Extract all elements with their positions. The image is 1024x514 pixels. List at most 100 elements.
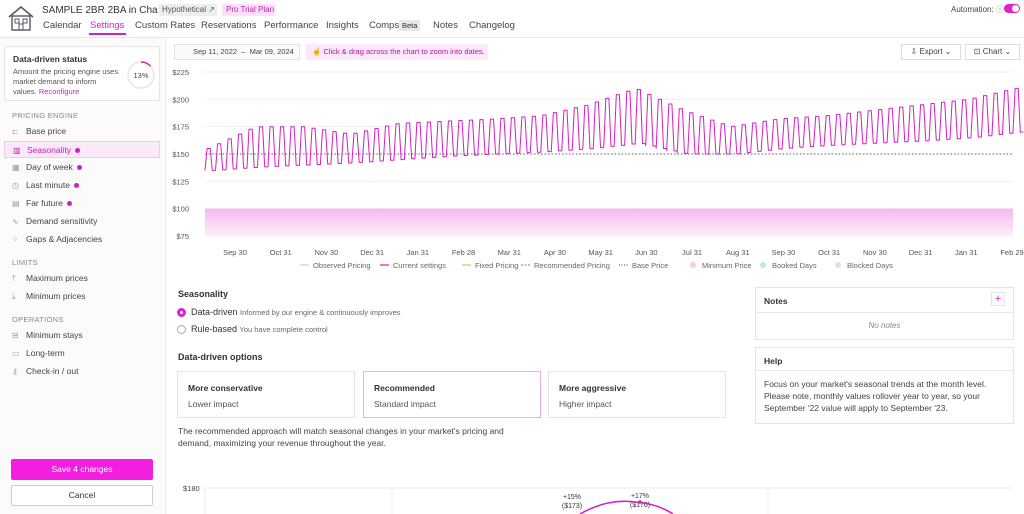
help-title: Help bbox=[764, 356, 783, 366]
external-link-icon: ↗ bbox=[208, 5, 215, 14]
tab-changelog[interactable]: Changelog bbox=[469, 20, 515, 31]
beta-badge: Beta bbox=[399, 20, 421, 31]
tab-performance[interactable]: Performance bbox=[264, 20, 319, 31]
seasonality-chart[interactable]: $180 +15% ($173) +17% ($176) bbox=[168, 478, 1024, 514]
x-tick-label: Jun 30 bbox=[635, 248, 658, 257]
legend-label: Observed Pricing bbox=[313, 261, 371, 270]
sidebar-item-last-minute[interactable]: ◷ Last minute bbox=[4, 177, 160, 194]
status-title: Data-driven status bbox=[13, 54, 88, 64]
export-button[interactable]: ⇩ Export ⌄ bbox=[901, 44, 961, 60]
changed-dot bbox=[76, 165, 82, 171]
current-settings-series bbox=[204, 87, 1024, 171]
option-rule-based[interactable]: Rule-based You have complete control bbox=[191, 324, 328, 334]
annotation-price: ($173) bbox=[562, 503, 582, 510]
y-tick-label: $225 bbox=[172, 68, 189, 77]
sidebar-item-long-term[interactable]: ▭ Long-term bbox=[12, 348, 65, 358]
hypothetical-badge[interactable]: Hypothetical ↗ bbox=[158, 4, 217, 16]
x-axis: Sep 30 Oct 31 Nov 30 Dec 31 Jan 31 Feb 28 Mar … bbox=[223, 248, 1024, 257]
reconfigure-link[interactable]: Reconfigure bbox=[38, 87, 80, 96]
card-recommended[interactable]: Recommended Standard impact bbox=[363, 371, 541, 418]
x-tick-label: Feb 29 bbox=[1000, 248, 1023, 257]
status-percent: 13% bbox=[133, 71, 148, 80]
legend-swatch bbox=[835, 262, 841, 268]
legend-swatch bbox=[760, 262, 766, 268]
chevron-down-icon: ⌄ bbox=[944, 47, 952, 56]
radio-rule-based[interactable] bbox=[177, 325, 186, 334]
calendar-long-icon: ▭ bbox=[12, 349, 20, 358]
x-tick-label: Jul 31 bbox=[682, 248, 702, 257]
legend-label: Recommended Pricing bbox=[534, 261, 610, 270]
chart-view-button[interactable]: ⊡ Chart ⌄ bbox=[965, 44, 1020, 60]
data-driven-options-title: Data-driven options bbox=[178, 352, 263, 362]
save-changes-button[interactable]: Save 4 changes bbox=[11, 459, 153, 480]
card-subtitle: Standard impact bbox=[374, 399, 436, 409]
tab-insights[interactable]: Insights bbox=[326, 20, 359, 31]
section-pricing-engine: PRICING ENGINE bbox=[12, 111, 79, 120]
info-icon: ⓘ bbox=[995, 5, 1004, 14]
active-tab-indicator bbox=[89, 33, 126, 35]
x-tick-label: Oct 31 bbox=[818, 248, 840, 257]
plan-badge[interactable]: Pro Trial Plan bbox=[222, 4, 275, 16]
automation-label: Automation: ⓘ bbox=[951, 5, 1004, 14]
sidebar-item-minimum-prices[interactable]: ⤓ Minimum prices bbox=[12, 291, 86, 301]
sidebar-item-gaps[interactable]: ⁘ Gaps & Adjacencies bbox=[12, 234, 103, 244]
legend-label: Blocked Days bbox=[847, 261, 893, 270]
sidebar-item-far-future[interactable]: ▤ Far future bbox=[4, 195, 160, 212]
curve-point bbox=[638, 500, 642, 504]
tab-calendar[interactable]: Calendar bbox=[43, 20, 82, 31]
notes-panel: Notes + No notes bbox=[755, 287, 1014, 340]
x-tick-label: Feb 28 bbox=[452, 248, 475, 257]
legend-label: Minimum Price bbox=[702, 261, 752, 270]
y-tick-label: $75 bbox=[176, 232, 189, 241]
annotation-pct: +17% bbox=[631, 493, 649, 500]
card-more-conservative[interactable]: More conservative Lower impact bbox=[177, 371, 355, 418]
zoom-hint: ☝ Click & drag across the chart to zoom … bbox=[306, 44, 488, 60]
tab-reservations[interactable]: Reservations bbox=[201, 20, 257, 31]
y-tick-label: $175 bbox=[172, 123, 189, 132]
help-panel: Help Focus on your market's seasonal tre… bbox=[755, 347, 1014, 424]
sidebar-item-seasonality[interactable]: ▥ Seasonality bbox=[4, 141, 160, 158]
chart-icon: ⊡ bbox=[973, 47, 981, 56]
status-description: Amount the pricing engine uses market de… bbox=[13, 67, 119, 96]
sidebar-item-minimum-stays[interactable]: ⊟ Minimum stays bbox=[12, 330, 83, 340]
divider bbox=[756, 370, 1013, 371]
x-tick-label: Oct 31 bbox=[270, 248, 292, 257]
changed-dot bbox=[66, 201, 72, 207]
card-title: More conservative bbox=[188, 383, 263, 393]
status-percent-ring: 13% bbox=[127, 61, 155, 89]
option-data-driven[interactable]: Data-driven Informed by our engine & con… bbox=[191, 307, 401, 317]
tab-custom-rates[interactable]: Custom Rates bbox=[135, 20, 196, 31]
x-tick-label: Jan 31 bbox=[955, 248, 978, 257]
changed-dot bbox=[73, 183, 79, 189]
x-tick-label: May 31 bbox=[588, 248, 613, 257]
section-limits: LIMITS bbox=[12, 258, 38, 267]
tag-icon: ⊏ bbox=[12, 127, 19, 136]
x-tick-label: Jan 31 bbox=[407, 248, 430, 257]
tab-notes[interactable]: Notes bbox=[433, 20, 458, 31]
card-title: More aggressive bbox=[559, 383, 627, 393]
option-explanation: The recommended approach will match seas… bbox=[178, 426, 504, 448]
pricing-chart[interactable]: $225 $200 $175 $150 $125 $100 $75 Sep 30 Oct 31… bbox=[168, 62, 1024, 274]
sidebar-item-check-in-out[interactable]: ⚷ Check-in / out bbox=[12, 366, 79, 376]
date-range-picker[interactable]: Sep 11, 2022 – Mar 09, 2024 bbox=[174, 44, 300, 60]
y-tick-label: $125 bbox=[172, 177, 189, 186]
tab-comps[interactable]: Comps bbox=[369, 20, 400, 31]
sidebar-item-base-price[interactable]: ⊏ Base price bbox=[12, 126, 67, 136]
radio-data-driven[interactable] bbox=[177, 308, 186, 317]
x-tick-label: Aug 31 bbox=[726, 248, 750, 257]
cancel-button[interactable]: Cancel bbox=[11, 485, 153, 506]
minimum-price-band bbox=[205, 208, 1013, 236]
sidebar-item-demand-sensitivity[interactable]: ∿ Demand sensitivity bbox=[12, 216, 98, 226]
data-driven-status-card: Data-driven status Amount the pricing en… bbox=[4, 46, 160, 101]
property-title[interactable]: SAMPLE 2BR 2BA in Charl... bbox=[42, 5, 172, 16]
annotation-price: ($176) bbox=[630, 502, 650, 509]
add-note-button[interactable]: + bbox=[991, 292, 1005, 306]
x-tick-label: Dec 31 bbox=[360, 248, 384, 257]
sidebar-item-day-of-week[interactable]: ▦ Day of week bbox=[4, 159, 160, 176]
tab-settings[interactable]: Settings bbox=[90, 20, 125, 31]
card-more-aggressive[interactable]: More aggressive Higher impact bbox=[548, 371, 726, 418]
automation-toggle[interactable] bbox=[1004, 4, 1020, 13]
top-header: SAMPLE 2BR 2BA in Charl... Hypothetical … bbox=[0, 0, 1024, 38]
sidebar-item-maximum-prices[interactable]: ⤒ Maximum prices bbox=[12, 273, 88, 283]
seasonality-curve bbox=[579, 500, 674, 514]
